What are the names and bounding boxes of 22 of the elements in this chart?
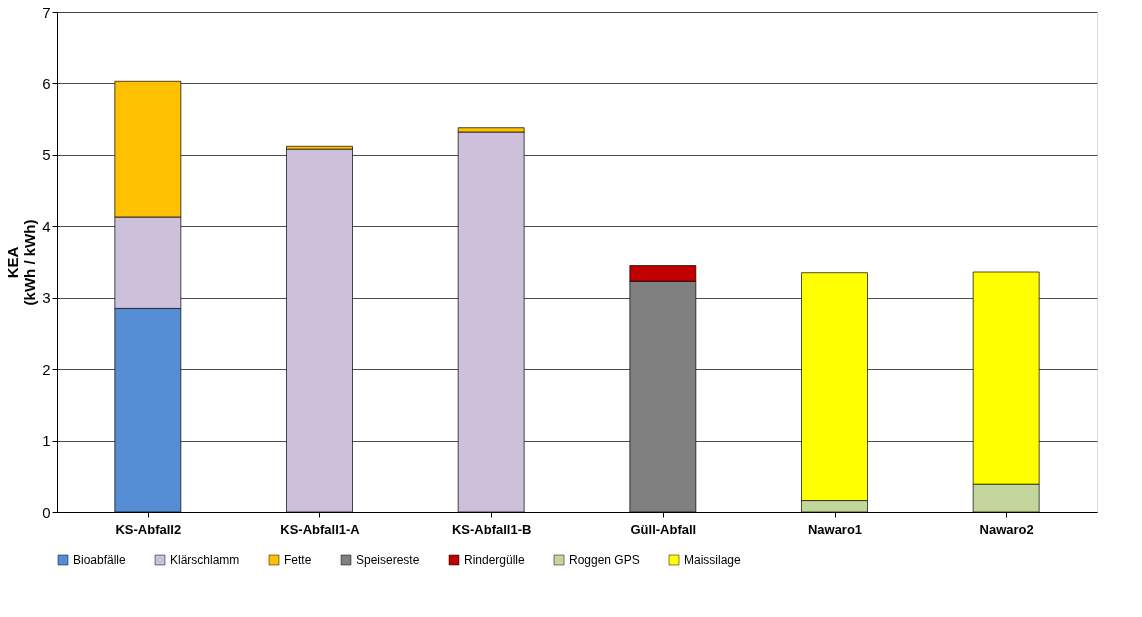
x-tick-label: KS-Abfall1-A [280,521,361,537]
x-tick-label: Güll-Abfall [630,521,697,537]
y-tick-label: 6 [42,74,51,92]
legend-label: Fette [284,553,312,567]
y-axis-title: KEA (kWh / kWh) [4,219,39,306]
y-tick-label: 1 [42,432,51,450]
x-tick-label: KS-Abfall1-B [451,521,532,537]
y-tick-label: 7 [42,3,51,21]
x-tick-label: Nawaro1 [807,521,863,537]
legend-label: Bioabfälle [73,553,127,567]
y-tick-label: 3 [42,289,51,307]
y-tick-label: 4 [42,217,51,235]
legend-label: Rindergülle [464,553,526,567]
legend-label: Roggen GPS [569,553,640,567]
legend-label: Maissilage [684,553,742,567]
legend-label: Speisereste [356,553,420,567]
legend-label: Klärschlamm [170,553,240,567]
x-tick-label: KS-Abfall2 [115,521,182,537]
y-tick-label: 2 [42,360,51,378]
x-tick-label: Nawaro2 [979,521,1034,537]
y-tick-label: 5 [42,146,51,164]
y-tick-label: 0 [42,503,51,521]
